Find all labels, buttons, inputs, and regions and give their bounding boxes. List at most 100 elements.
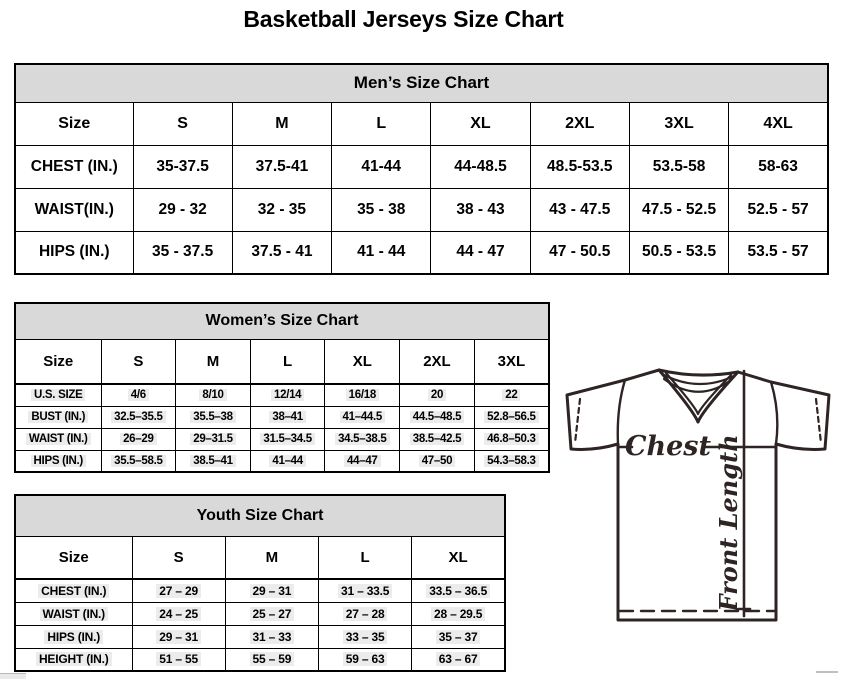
cell-text: 29 – 31 (249, 583, 295, 598)
cell: 47–50 (399, 449, 475, 473)
cell-text: 44.5–48.5 (409, 411, 465, 423)
cell-text: 27 – 28 (342, 606, 388, 621)
chest-label: Chest (625, 431, 711, 462)
cell-text: 52.8–56.5 (484, 411, 539, 423)
jersey-cuff-dashed-right (814, 397, 823, 445)
mens-header-cell: XL (430, 101, 531, 146)
cell: 38.5–42.5 (399, 427, 475, 451)
cell: 48.5-53.5 (529, 144, 630, 189)
cell: 38–41 (249, 405, 326, 429)
womens-header-row: Size S M L XL 2XL 3XL (14, 338, 550, 385)
cell-text: 28 – 29.5 (431, 606, 486, 621)
womens-header-cell: S (100, 338, 177, 385)
cell-text: 55 – 59 (249, 652, 295, 667)
cell: 31 – 33.5 (317, 578, 413, 603)
cell: 20 (399, 383, 475, 407)
cell: 12/14 (249, 383, 326, 407)
row-label: HIPS (IN.) (14, 624, 133, 649)
cell: 32 - 35 (231, 187, 333, 232)
scrollbar-fragment-right[interactable] (816, 671, 838, 673)
cell-text: 41–44 (269, 454, 306, 467)
cell: 29–31.5 (175, 427, 251, 451)
cell: 35 - 38 (331, 187, 432, 232)
cell: 47 - 50.5 (529, 230, 630, 275)
jersey-vneck-inner (664, 371, 733, 416)
cell-text: 20 (427, 389, 447, 402)
cell: 35.5–38 (175, 405, 251, 429)
cell: 44 - 47 (430, 230, 531, 275)
womens-hips-row: HIPS (IN.) 35.5–58.5 38.5–41 41–44 44–47… (14, 449, 550, 473)
womens-header-cell: 3XL (473, 338, 550, 385)
cell-text: 12/14 (271, 389, 305, 402)
cell: 32.5–35.5 (100, 405, 177, 429)
youth-header-cell: L (317, 535, 413, 580)
mens-header-cell: S (132, 101, 233, 146)
row-label-text: BUST (IN.) (28, 411, 89, 423)
youth-hips-row: HIPS (IN.) 29 – 31 31 – 33 33 – 35 35 – … (14, 624, 506, 649)
mens-header-cell: 2XL (529, 101, 630, 146)
cell: 38 - 43 (430, 187, 531, 232)
cell: 16/18 (324, 383, 401, 407)
womens-waist-row: WAIST (IN.) 26–29 29–31.5 31.5–34.5 34.5… (14, 427, 550, 451)
row-label-text: CHEST (IN.) (38, 583, 110, 598)
cell: 44-48.5 (430, 144, 531, 189)
cell-text: 33.5 – 36.5 (426, 583, 491, 598)
cell-text: 59 – 63 (342, 652, 388, 667)
jersey-measurement-diagram: Chest Front Length (565, 368, 831, 622)
youth-size-table: Youth Size Chart Size S M L XL CHEST (IN… (14, 494, 506, 672)
cell: 50.5 - 53.5 (628, 230, 730, 275)
womens-header-cell: XL (324, 338, 401, 385)
cell: 54.3–58.3 (473, 449, 550, 473)
scrollbar-fragment-left[interactable] (0, 673, 26, 679)
cell: 35 – 37 (411, 624, 506, 649)
mens-hips-row: HIPS (IN.) 35 - 37.5 37.5 - 41 41 - 44 4… (14, 230, 829, 275)
cell: 37.5-41 (231, 144, 333, 189)
womens-table-title: Women’s Size Chart (14, 302, 550, 340)
cell-text: 27 – 29 (156, 583, 201, 598)
cell-text: 38.5–41 (190, 454, 236, 467)
mens-header-cell: 4XL (728, 101, 829, 146)
cell: 58-63 (728, 144, 829, 189)
cell: 59 – 63 (317, 647, 413, 672)
cell: 26–29 (100, 427, 177, 451)
row-label: WAIST(IN.) (14, 187, 134, 232)
cell: 25 – 27 (224, 601, 320, 626)
cell: 38.5–41 (175, 449, 251, 473)
cell: 51 – 55 (131, 647, 226, 672)
row-label: CHEST (IN.) (14, 578, 133, 603)
cell-text: 51 – 55 (156, 652, 201, 667)
cell: 63 – 67 (411, 647, 506, 672)
cell: 22 (473, 383, 550, 407)
cell: 35-37.5 (132, 144, 233, 189)
cell-text: 33 – 35 (342, 629, 388, 644)
jersey-cuff-dashed-left (573, 397, 582, 445)
cell: 52.5 - 57 (728, 187, 829, 232)
cell: 53.5-58 (628, 144, 730, 189)
jersey-vneck-outer (657, 368, 740, 424)
mens-size-table: Men’s Size Chart Size S M L XL 2XL 3XL 4… (14, 63, 829, 275)
mens-header-cell: Size (14, 101, 134, 146)
youth-header-cell: XL (411, 535, 506, 580)
mens-chest-row: CHEST (IN.) 35-37.5 37.5-41 41-44 44-48.… (14, 144, 829, 189)
cell: 35.5–58.5 (100, 449, 177, 473)
cell: 33.5 – 36.5 (411, 578, 506, 603)
womens-header-cell: L (249, 338, 326, 385)
cell: 29 – 31 (131, 624, 226, 649)
cell: 31.5–34.5 (249, 427, 326, 451)
row-label-text: U.S. SIZE (31, 389, 86, 402)
cell: 46.8–50.3 (473, 427, 550, 451)
womens-size-table: Women’s Size Chart Size S M L XL 2XL 3XL… (14, 302, 550, 473)
jersey-armhole-seam-left (616, 378, 627, 446)
cell: 29 – 31 (224, 578, 320, 603)
youth-header-cell: S (131, 535, 226, 580)
row-label: HEIGHT (IN.) (14, 647, 133, 672)
row-label-text: WAIST (IN.) (39, 606, 108, 621)
cell-text: 24 – 25 (156, 606, 201, 621)
youth-header-cell: Size (14, 535, 133, 580)
row-label-text: HEIGHT (IN.) (35, 652, 112, 667)
cell-text: 38–41 (269, 411, 306, 423)
front-length-label: Front Length (714, 434, 743, 612)
cell-text: 35.5–38 (190, 411, 236, 423)
cell-text: 31 – 33.5 (338, 583, 393, 598)
womens-header-cell: 2XL (399, 338, 475, 385)
